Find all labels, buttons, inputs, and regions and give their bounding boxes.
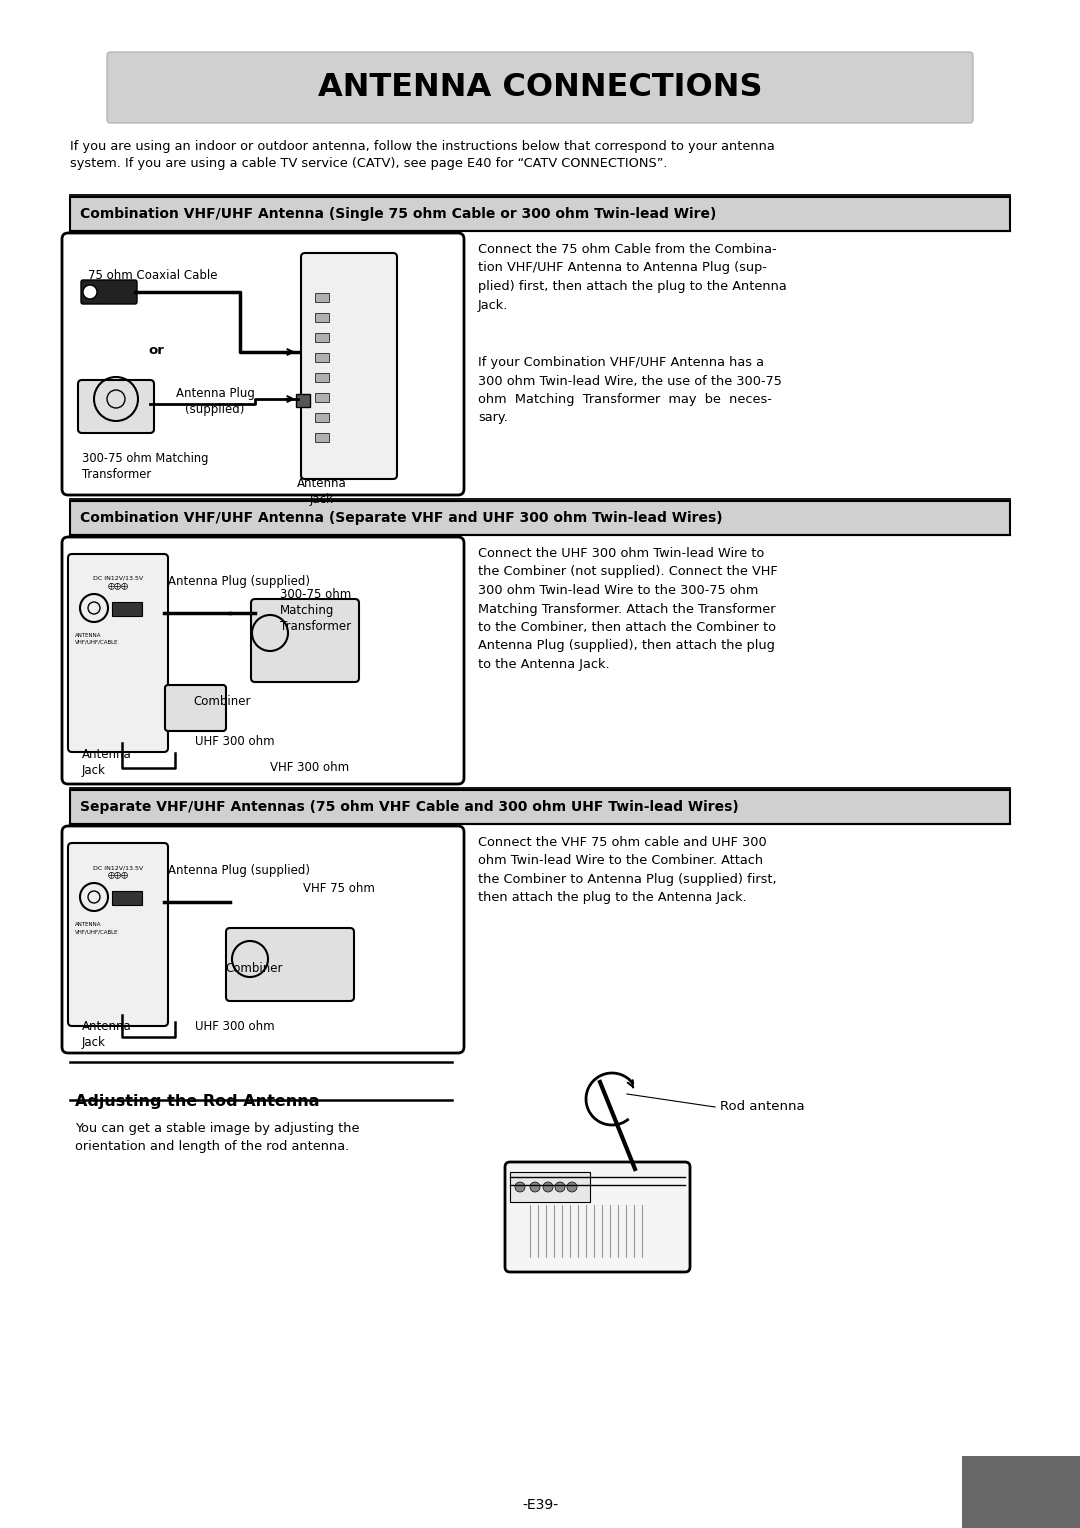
Text: Combination VHF/UHF Antenna (Separate VHF and UHF 300 ohm Twin-lead Wires): Combination VHF/UHF Antenna (Separate VH… <box>80 510 723 526</box>
Bar <box>112 602 141 616</box>
Text: If you are using an indoor or outdoor antenna, follow the instructions below tha: If you are using an indoor or outdoor an… <box>70 141 774 171</box>
FancyBboxPatch shape <box>62 536 464 784</box>
Text: ⨁⨁⨁: ⨁⨁⨁ <box>108 582 129 588</box>
Bar <box>296 394 310 406</box>
Text: Connect the UHF 300 ohm Twin-lead Wire to
the Combiner (not supplied). Connect t: Connect the UHF 300 ohm Twin-lead Wire t… <box>478 547 778 671</box>
Text: Antenna
Jack: Antenna Jack <box>297 477 347 506</box>
FancyBboxPatch shape <box>62 232 464 495</box>
Text: Combiner: Combiner <box>193 695 251 707</box>
Text: Separate VHF/UHF Antennas (75 ohm VHF Cable and 300 ohm UHF Twin-lead Wires): Separate VHF/UHF Antennas (75 ohm VHF Ca… <box>80 801 739 814</box>
Text: Antenna Plug (supplied): Antenna Plug (supplied) <box>168 575 310 588</box>
Bar <box>70 790 1010 824</box>
Circle shape <box>530 1183 540 1192</box>
Text: UHF 300 ohm: UHF 300 ohm <box>195 1021 274 1033</box>
Text: ANTENNA: ANTENNA <box>75 921 102 927</box>
Bar <box>315 432 329 442</box>
Text: Antenna
Jack: Antenna Jack <box>82 1021 132 1050</box>
Text: Adjusting the Rod Antenna: Adjusting the Rod Antenna <box>75 1094 320 1109</box>
Text: or: or <box>148 344 164 358</box>
Bar <box>315 293 329 303</box>
FancyBboxPatch shape <box>62 827 464 1053</box>
Text: VHF/UHF/CABLE: VHF/UHF/CABLE <box>75 640 119 645</box>
FancyBboxPatch shape <box>226 927 354 1001</box>
Text: Combination VHF/UHF Antenna (Single 75 ohm Cable or 300 ohm Twin-lead Wire): Combination VHF/UHF Antenna (Single 75 o… <box>80 206 716 222</box>
Text: 75 ohm Coaxial Cable: 75 ohm Coaxial Cable <box>87 269 217 283</box>
Text: 300-75 ohm Matching
Transformer: 300-75 ohm Matching Transformer <box>82 452 208 481</box>
Text: DC IN12V/13.5V: DC IN12V/13.5V <box>93 576 143 581</box>
Circle shape <box>83 286 97 299</box>
FancyBboxPatch shape <box>78 380 154 432</box>
Bar <box>510 1172 590 1203</box>
Text: ANTENNA CONNECTIONS: ANTENNA CONNECTIONS <box>318 72 762 102</box>
FancyBboxPatch shape <box>251 599 359 681</box>
Circle shape <box>567 1183 577 1192</box>
FancyBboxPatch shape <box>301 254 397 478</box>
Bar <box>315 353 329 362</box>
Text: Antenna
Jack: Antenna Jack <box>82 749 132 778</box>
FancyBboxPatch shape <box>81 280 137 304</box>
Bar <box>962 1456 1080 1528</box>
Circle shape <box>555 1183 565 1192</box>
Text: If your Combination VHF/UHF Antenna has a
300 ohm Twin-lead Wire, the use of the: If your Combination VHF/UHF Antenna has … <box>478 356 782 425</box>
Text: DC IN12V/13.5V: DC IN12V/13.5V <box>93 865 143 869</box>
Bar <box>70 197 1010 231</box>
Text: Combiner: Combiner <box>225 963 283 975</box>
Text: UHF 300 ohm: UHF 300 ohm <box>195 735 274 749</box>
Text: Antenna Plug (supplied): Antenna Plug (supplied) <box>168 863 310 877</box>
Bar <box>315 373 329 382</box>
Text: Connect the 75 ohm Cable from the Combina-
tion VHF/UHF Antenna to Antenna Plug : Connect the 75 ohm Cable from the Combin… <box>478 243 786 312</box>
FancyBboxPatch shape <box>165 685 226 730</box>
Bar <box>70 501 1010 535</box>
FancyBboxPatch shape <box>107 52 973 122</box>
Text: 300-75 ohm
Matching
Transformer: 300-75 ohm Matching Transformer <box>280 588 351 633</box>
Circle shape <box>515 1183 525 1192</box>
Text: You can get a stable image by adjusting the
orientation and length of the rod an: You can get a stable image by adjusting … <box>75 1122 360 1154</box>
Circle shape <box>543 1183 553 1192</box>
FancyBboxPatch shape <box>505 1161 690 1271</box>
Text: -E39-: -E39- <box>522 1497 558 1513</box>
Text: ANTENNA: ANTENNA <box>75 633 102 639</box>
FancyBboxPatch shape <box>68 555 168 752</box>
Bar <box>112 891 141 905</box>
FancyBboxPatch shape <box>68 843 168 1025</box>
Bar <box>315 413 329 422</box>
Bar <box>315 313 329 322</box>
Text: Antenna Plug
(supplied): Antenna Plug (supplied) <box>176 387 255 416</box>
Text: VHF/UHF/CABLE: VHF/UHF/CABLE <box>75 929 119 934</box>
Text: Connect the VHF 75 ohm cable and UHF 300
ohm Twin-lead Wire to the Combiner. Att: Connect the VHF 75 ohm cable and UHF 300… <box>478 836 777 905</box>
Text: VHF 75 ohm: VHF 75 ohm <box>303 882 375 895</box>
Bar <box>315 393 329 402</box>
Bar <box>315 333 329 342</box>
Text: Rod antenna: Rod antenna <box>720 1100 805 1114</box>
Text: ⨁⨁⨁: ⨁⨁⨁ <box>108 871 129 877</box>
Text: VHF 300 ohm: VHF 300 ohm <box>270 761 349 775</box>
